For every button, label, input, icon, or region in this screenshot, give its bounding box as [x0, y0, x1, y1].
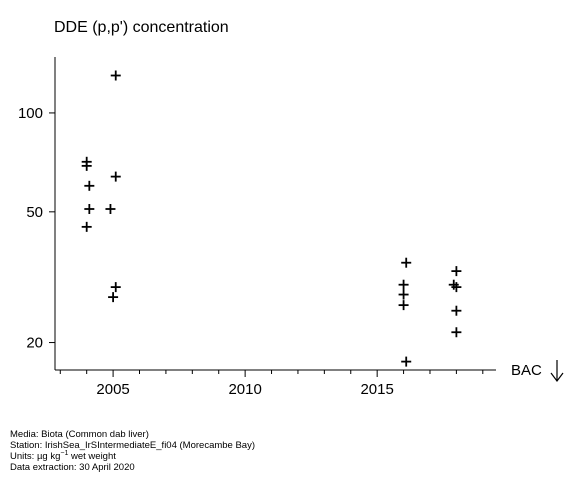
- media-line: Media: Biota (Common dab liver): [10, 429, 149, 440]
- units-line: Units: µg kg−1 wet weight: [10, 450, 116, 462]
- y-tick-label: 50: [26, 204, 43, 221]
- data-point: [451, 327, 462, 338]
- data-point: [110, 171, 121, 182]
- data-point: [81, 221, 92, 232]
- data-point: [401, 356, 412, 367]
- data-point: [398, 300, 409, 311]
- chart-title: DDE (p,p') concentration: [54, 19, 229, 36]
- extraction-line: Data extraction: 30 April 2020: [10, 462, 135, 473]
- data-point: [451, 282, 462, 293]
- x-tick-label: 2005: [96, 381, 129, 398]
- data-point: [451, 305, 462, 316]
- data-point: [105, 204, 116, 215]
- data-point: [110, 282, 121, 293]
- y-tick-label: 20: [26, 335, 43, 352]
- data-point: [84, 180, 95, 191]
- data-point: [398, 279, 409, 290]
- data-point: [451, 266, 462, 277]
- data-point: [84, 204, 95, 215]
- data-point: [110, 70, 121, 81]
- data-point: [81, 160, 92, 171]
- x-tick-label: 2010: [228, 381, 261, 398]
- x-tick-label: 2015: [360, 381, 393, 398]
- data-point: [398, 289, 409, 300]
- data-point: [401, 257, 412, 268]
- y-tick-label: 100: [18, 105, 43, 122]
- metadata-block: Media: Biota (Common dab liver) Station:…: [10, 429, 255, 473]
- down-arrow-icon: [550, 360, 564, 382]
- bac-label: BAC: [511, 362, 542, 379]
- data-point: [108, 292, 119, 303]
- station-line: Station: IrishSea_IrSIntermediateE_fi04 …: [10, 440, 256, 451]
